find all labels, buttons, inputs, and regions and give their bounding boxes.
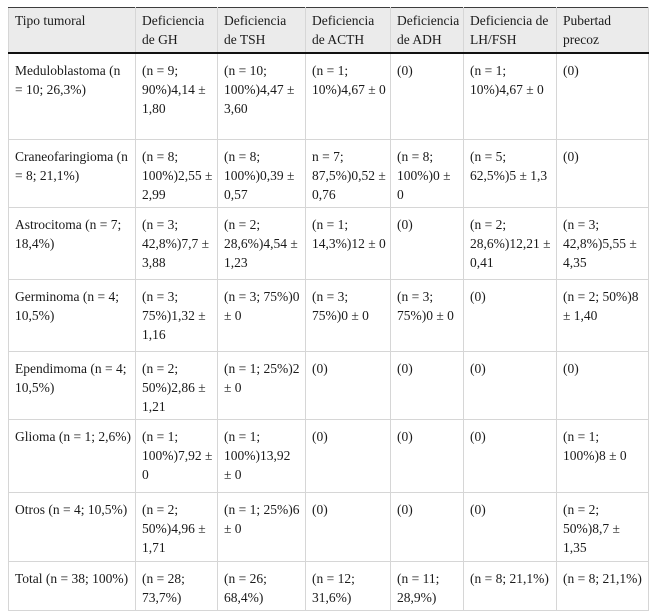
row-label: Astrocitoma (n = 7; 18,4%) — [8, 206, 136, 280]
table-cell: (0) — [305, 350, 391, 420]
table-cell: (n = 8; 100%)2,55 ± 2,99 — [135, 138, 218, 208]
table-cell: (n = 8; 21,1%) — [556, 560, 649, 611]
table-cell: (0) — [390, 350, 464, 420]
column-header-deficiencia-gh: Deficiencia de GH — [135, 7, 218, 54]
table-cell: (n = 2; 50%)8 ± 1,40 — [556, 278, 649, 352]
table-cell: (n = 2; 50%)8,7 ± 1,35 — [556, 491, 649, 562]
table-cell: (n = 2; 50%)2,86 ± 1,21 — [135, 350, 218, 420]
hormone-deficiency-table: Tipo tumoral Deficiencia de GH Deficienc… — [8, 7, 649, 611]
table-cell: (0) — [556, 52, 649, 140]
row-label: Craneofaringioma (n = 8; 21,1%) — [8, 138, 136, 208]
column-header-deficiencia-adh: Deficiencia de ADH — [390, 7, 464, 54]
table-row-germinoma: Germinoma (n = 4; 10,5%) (n = 3; 75%)1,3… — [8, 278, 649, 352]
table-cell: (0) — [556, 138, 649, 208]
row-label: Total (n = 38; 100%) — [8, 560, 136, 611]
table-row-total: Total (n = 38; 100%) (n = 28; 73,7%) (n … — [8, 560, 649, 611]
table-cell: (n = 3; 75%)0 ± 0 — [305, 278, 391, 352]
row-label: Otros (n = 4; 10,5%) — [8, 491, 136, 562]
table-cell: (n = 1; 25%)2 ± 0 — [217, 350, 306, 420]
table-cell: (n = 10; 100%)4,47 ± 3,60 — [217, 52, 306, 140]
table-cell: (0) — [463, 350, 557, 420]
column-header-tipo-tumoral: Tipo tumoral — [8, 7, 136, 54]
table-row-otros: Otros (n = 4; 10,5%) (n = 2; 50%)4,96 ± … — [8, 491, 649, 562]
table-row-meduloblastoma: Meduloblastoma (n = 10; 26,3%) (n = 9; 9… — [8, 52, 649, 140]
table-cell: n = 7; 87,5%)0,52 ± 0,76 — [305, 138, 391, 208]
table-cell: (n = 26; 68,4%) — [217, 560, 306, 611]
column-header-deficiencia-tsh: Deficiencia de TSH — [217, 7, 306, 54]
table-cell: (n = 2; 28,6%)4,54 ± 1,23 — [217, 206, 306, 280]
table-cell: (0) — [390, 52, 464, 140]
table-cell: (n = 8; 100%)0,39 ± 0,57 — [217, 138, 306, 208]
row-label: Meduloblastoma (n = 10; 26,3%) — [8, 52, 136, 140]
table-cell: (0) — [463, 278, 557, 352]
row-label: Germinoma (n = 4; 10,5%) — [8, 278, 136, 352]
table-cell: (n = 12; 31,6%) — [305, 560, 391, 611]
table-cell: (n = 3; 75%)0 ± 0 — [217, 278, 306, 352]
table-row-craneofaringioma: Craneofaringioma (n = 8; 21,1%) (n = 8; … — [8, 138, 649, 208]
table-cell: (n = 1; 10%)4,67 ± 0 — [305, 52, 391, 140]
table-cell: (n = 1; 100%)8 ± 0 — [556, 418, 649, 493]
table-cell: (n = 3; 42,8%)7,7 ± 3,88 — [135, 206, 218, 280]
table-cell: (0) — [463, 418, 557, 493]
table-row-glioma: Glioma (n = 1; 2,6%) (n = 1; 100%)7,92 ±… — [8, 418, 649, 493]
column-header-deficiencia-lhfsh: Deficiencia de LH/FSH — [463, 7, 557, 54]
row-label: Ependimoma (n = 4; 10,5%) — [8, 350, 136, 420]
table-cell: (0) — [390, 491, 464, 562]
table-cell: (0) — [463, 491, 557, 562]
table-cell: (n = 2; 50%)4,96 ± 1,71 — [135, 491, 218, 562]
table-cell: (0) — [556, 350, 649, 420]
table-cell: (0) — [390, 206, 464, 280]
table-cell: (n = 1; 10%)4,67 ± 0 — [463, 52, 557, 140]
table-cell: (0) — [305, 418, 391, 493]
table-cell: (n = 9; 90%)4,14 ± 1,80 — [135, 52, 218, 140]
table-cell: (n = 2; 28,6%)12,21 ± 0,41 — [463, 206, 557, 280]
table-header-row: Tipo tumoral Deficiencia de GH Deficienc… — [8, 7, 649, 54]
table-row-astrocitoma: Astrocitoma (n = 7; 18,4%) (n = 3; 42,8%… — [8, 206, 649, 280]
table-cell: (n = 1; 100%)13,92 ± 0 — [217, 418, 306, 493]
table-cell: (n = 1; 100%)7,92 ± 0 — [135, 418, 218, 493]
column-header-deficiencia-acth: Deficiencia de ACTH — [305, 7, 391, 54]
table-cell: (n = 3; 75%)1,32 ± 1,16 — [135, 278, 218, 352]
column-header-pubertad-precoz: Pubertad precoz — [556, 7, 649, 54]
table-cell: (n = 8; 21,1%) — [463, 560, 557, 611]
table-cell: (n = 1; 25%)6 ± 0 — [217, 491, 306, 562]
table-cell: (0) — [390, 418, 464, 493]
table-cell: (n = 5; 62,5%)5 ± 1,3 — [463, 138, 557, 208]
row-label: Glioma (n = 1; 2,6%) — [8, 418, 136, 493]
table-cell: (n = 3; 75%)0 ± 0 — [390, 278, 464, 352]
table-row-ependimoma: Ependimoma (n = 4; 10,5%) (n = 2; 50%)2,… — [8, 350, 649, 420]
table-cell: (n = 8; 100%)0 ± 0 — [390, 138, 464, 208]
table-cell: (0) — [305, 491, 391, 562]
table-cell: (n = 3; 42,8%)5,55 ± 4,35 — [556, 206, 649, 280]
table-cell: (n = 1; 14,3%)12 ± 0 — [305, 206, 391, 280]
